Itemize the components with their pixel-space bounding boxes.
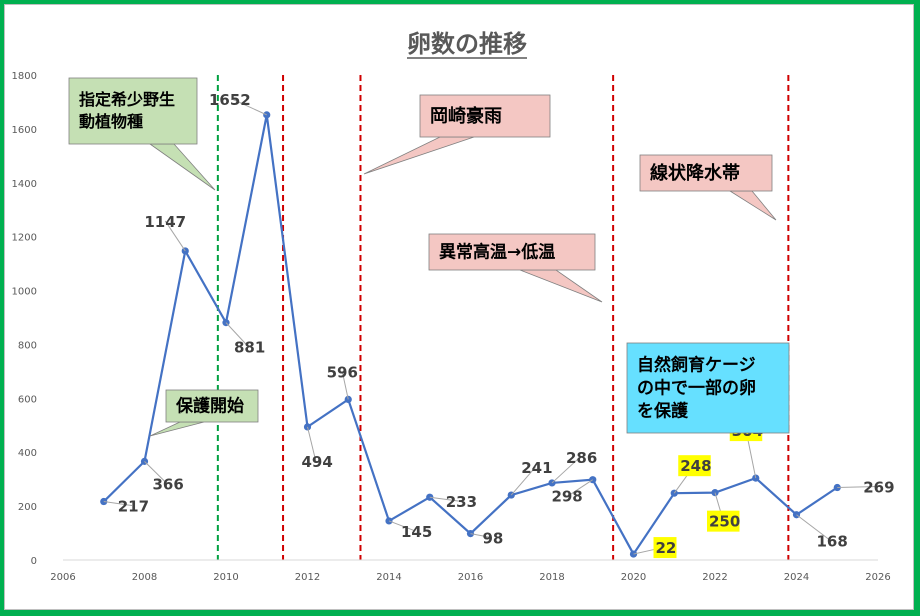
data-label-leader	[429, 496, 461, 502]
data-label: 596	[327, 363, 358, 381]
y-tick-label: 1000	[12, 287, 37, 298]
data-label-leader	[231, 98, 267, 116]
data-label-leader	[307, 426, 317, 462]
data-label-leader	[144, 461, 168, 484]
data-label: 1147	[144, 213, 186, 231]
callout-annotation: 岡崎豪雨	[363, 94, 551, 175]
data-label-highlight	[653, 537, 677, 559]
callout-text: 指定希少野生	[79, 90, 175, 109]
data-label: 269	[863, 479, 894, 497]
data-label-leader	[796, 514, 832, 542]
y-tick-label: 1800	[12, 71, 37, 82]
x-tick-label: 2022	[702, 572, 727, 583]
data-label-leader	[470, 533, 493, 539]
callout-box	[68, 77, 198, 145]
x-tick-label: 2010	[213, 572, 238, 583]
callout-tail	[148, 143, 216, 191]
data-label: 233	[446, 493, 477, 511]
x-tick-label: 2012	[295, 572, 320, 583]
callout-text: を保護	[637, 401, 689, 422]
x-tick-label: 2018	[539, 572, 564, 583]
x-tick-label: 2008	[132, 572, 157, 583]
data-label: 881	[234, 339, 265, 357]
callout-tail	[519, 269, 603, 303]
callout-tail	[728, 190, 777, 221]
y-tick-label: 1400	[12, 179, 37, 190]
data-label-leader	[103, 501, 133, 507]
callout-box	[165, 389, 259, 423]
data-label: 241	[521, 459, 552, 477]
data-point	[629, 550, 638, 558]
y-tick-label: 200	[18, 502, 37, 513]
data-label-leader	[388, 520, 416, 532]
data-label-leader	[164, 220, 186, 252]
data-label: 298	[551, 488, 582, 506]
callout-text: の中で一部の卵	[637, 378, 756, 399]
data-label: 248	[680, 457, 711, 475]
x-tick-label: 2024	[784, 572, 809, 583]
data-label: 22	[656, 539, 677, 557]
callout-box	[626, 342, 790, 434]
x-tick-label: 2014	[376, 572, 401, 583]
y-tick-label: 800	[18, 340, 37, 351]
callout-text: 異常高温→低温	[439, 242, 555, 263]
data-label: 168	[817, 533, 848, 551]
data-label-leader	[510, 466, 536, 496]
data-label: 286	[566, 449, 597, 467]
data-label: 366	[153, 475, 184, 493]
data-label-leader	[837, 486, 878, 489]
data-label-leader	[551, 456, 581, 484]
data-label: 250	[709, 513, 740, 531]
callout-text: 保護開始	[175, 396, 244, 417]
y-tick-label: 600	[18, 394, 37, 405]
callout-text: 動植物種	[79, 112, 143, 131]
callout-box	[419, 94, 551, 138]
callout-annotation: 異常高温→低温	[428, 233, 603, 303]
x-tick-label: 2026	[865, 572, 890, 583]
callout-tail	[363, 136, 475, 175]
y-tick-label: 1600	[12, 125, 37, 136]
data-label: 1652	[209, 91, 251, 109]
callout-text: 自然飼育ケージ	[637, 355, 756, 376]
callout-box	[639, 154, 773, 192]
data-label-leader	[568, 479, 594, 497]
chart-title: 卵数の推移	[407, 30, 527, 58]
y-tick-label: 0	[31, 556, 37, 567]
y-tick-label: 1200	[12, 233, 37, 244]
callout-annotation: 保護開始	[149, 389, 259, 437]
data-label-highlight	[707, 510, 740, 532]
callout-annotation: 線状降水帯	[639, 154, 777, 221]
callout-box	[428, 233, 596, 271]
callout-text: 線状降水帯	[650, 162, 740, 184]
y-tick-label: 400	[18, 448, 37, 459]
data-label-leader	[341, 371, 349, 400]
x-tick-label: 2016	[458, 572, 483, 583]
x-tick-label: 2020	[621, 572, 646, 583]
data-label: 145	[401, 523, 432, 541]
data-label-highlight	[678, 455, 711, 477]
x-tick-label: 2006	[50, 572, 75, 583]
data-label-leader	[225, 322, 249, 347]
data-label: 494	[302, 453, 333, 471]
callout-text: 岡崎豪雨	[430, 105, 502, 127]
data-label: 98	[483, 530, 504, 548]
data-label: 217	[118, 498, 149, 516]
callout-tail	[149, 421, 205, 437]
